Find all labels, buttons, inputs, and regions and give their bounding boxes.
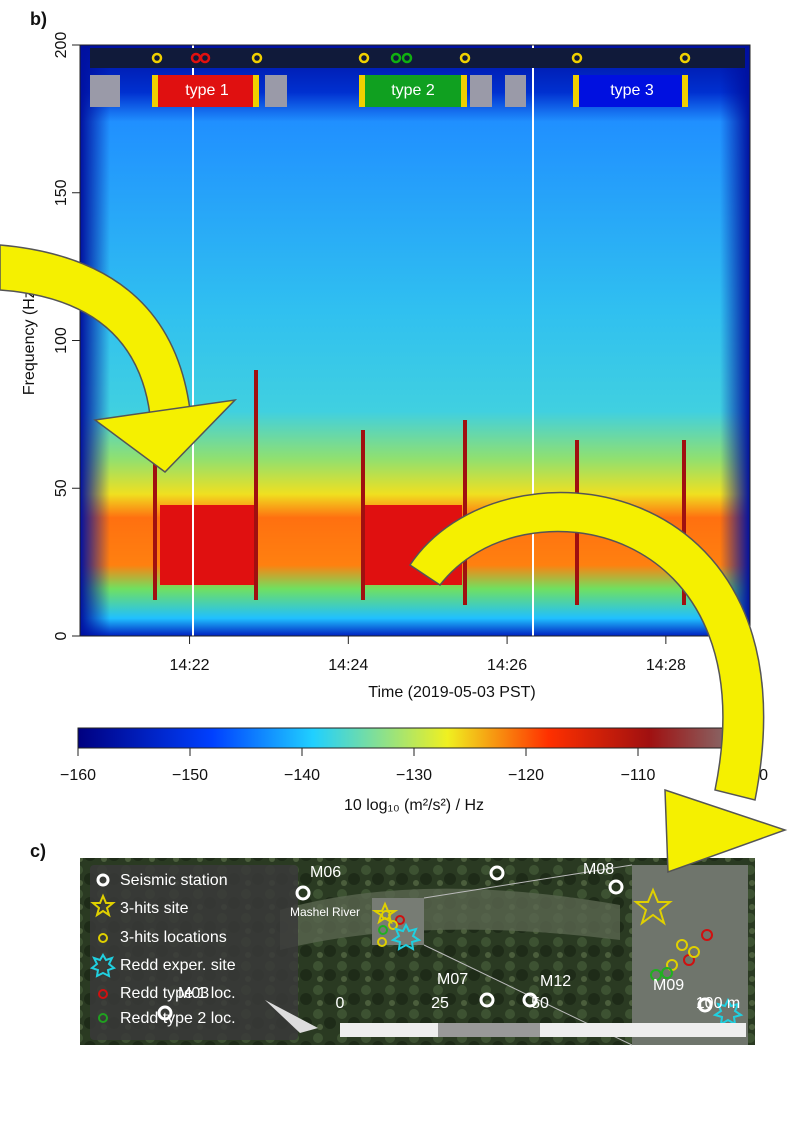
station-label: M11 [500, 844, 530, 861]
station-label: M09 [653, 977, 684, 994]
x-tick-label: 14:22 [170, 657, 210, 674]
colorbar-tick-label: −140 [284, 767, 320, 784]
station-label: M03 [178, 985, 209, 1002]
station-label: M07 [437, 971, 468, 988]
scale-label: 100 m [696, 995, 740, 1012]
colorbar-tick-label: −160 [60, 767, 96, 784]
y-tick-label: 200 [53, 32, 70, 59]
y-tick-label: 50 [53, 479, 70, 497]
panel-label: c) [30, 841, 46, 861]
colorbar-tick-label: −150 [172, 767, 208, 784]
legend-entry: Redd exper. site [120, 957, 236, 974]
scale-label: 0 [336, 995, 345, 1012]
map-legend: Seismic station 3-hits site 3-hits locat… [120, 872, 236, 1027]
station-label: M08 [583, 861, 614, 878]
colorbar [77, 727, 751, 749]
colorbar-tick-label: −120 [508, 767, 544, 784]
scale-label: 50 [531, 995, 549, 1012]
colorbar-label: 10 log₁₀ (m²/s²) / Hz [344, 797, 484, 814]
legend-entry: Redd type 2 loc. [120, 1010, 236, 1027]
legend-entry: 3-hits site [120, 900, 189, 917]
x-tick-label: 14:26 [487, 657, 527, 674]
x-tick-label: 14:24 [328, 657, 368, 674]
legend-entry: 3-hits locations [120, 929, 227, 946]
arrows [0, 244, 788, 874]
map [80, 858, 755, 1046]
station-label: M12 [540, 973, 571, 990]
legend-entry: Seismic station [120, 872, 228, 889]
annotation: type 3 [610, 82, 654, 99]
x-tick-label: 14:28 [646, 657, 686, 674]
annotation: type 2 [391, 82, 435, 99]
annotation: type 1 [185, 82, 229, 99]
y-axis-label: Frequency (Hz) [21, 285, 38, 395]
river-label: Mashel River [290, 905, 360, 919]
spectrogram: type 1 type 2 type 3 [79, 44, 751, 637]
colorbar-tick-label: −130 [396, 767, 432, 784]
y-tick-label: 150 [53, 179, 70, 206]
station-label: M06 [310, 864, 341, 881]
x-axis-label: Time (2019-05-03 PST) [368, 684, 535, 701]
y-tick-label: 100 [53, 327, 70, 354]
axes: 14:22 14:24 14:26 14:28 0 50 100 150 200 −160 −150… [53, 32, 768, 785]
y-tick-label: 0 [53, 631, 70, 640]
scale-label: 25 [431, 995, 449, 1012]
legend-entry: Redd type 1 loc. [120, 985, 236, 1002]
panel-label: b) [30, 9, 47, 29]
colorbar-tick-label: −110 [621, 767, 656, 784]
station-labels: M06 M11 M08 M07 M12 M09 M03 Mashel River… [178, 844, 740, 1012]
